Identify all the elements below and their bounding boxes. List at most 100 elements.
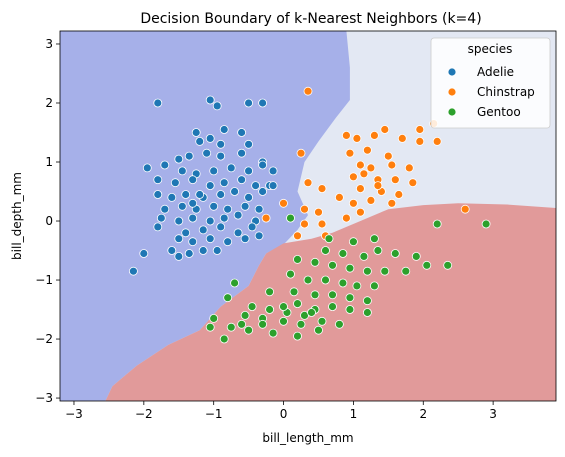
point-adelie xyxy=(254,204,264,214)
point-adelie xyxy=(184,151,194,161)
point-adelie xyxy=(237,128,247,137)
point-gentoo xyxy=(237,319,247,329)
point-chinstrap xyxy=(394,190,404,199)
point-gentoo xyxy=(380,266,390,276)
point-chinstrap xyxy=(415,125,425,134)
point-gentoo xyxy=(286,269,295,279)
point-gentoo xyxy=(373,246,383,255)
point-gentoo xyxy=(240,310,250,320)
point-chinstrap xyxy=(317,219,327,229)
point-adelie xyxy=(174,234,184,244)
legend-label-chinstrap: Chinstrap xyxy=(477,85,535,99)
point-gentoo xyxy=(293,299,302,309)
point-gentoo xyxy=(362,266,372,276)
point-adelie xyxy=(188,213,198,223)
point-adelie xyxy=(205,133,215,143)
point-adelie xyxy=(174,216,184,226)
point-gentoo xyxy=(293,331,302,341)
point-adelie xyxy=(198,225,208,235)
point-gentoo xyxy=(223,293,233,303)
point-adelie xyxy=(240,234,250,244)
point-adelie xyxy=(205,181,215,191)
x-axis-label: bill_length_mm xyxy=(262,431,353,445)
point-adelie xyxy=(188,237,198,247)
point-adelie xyxy=(153,222,163,232)
point-adelie xyxy=(167,192,177,202)
point-chinstrap xyxy=(279,198,288,208)
point-adelie xyxy=(156,213,166,223)
point-chinstrap xyxy=(334,192,344,202)
point-adelie xyxy=(195,136,205,146)
y-tick-label: 0 xyxy=(45,214,53,228)
legend-box xyxy=(430,37,551,129)
point-adelie xyxy=(216,139,226,149)
point-chinstrap xyxy=(355,160,365,170)
x-tick-label: 3 xyxy=(489,407,497,421)
point-gentoo xyxy=(321,275,330,285)
y-tick-label: 1 xyxy=(45,155,53,169)
point-adelie xyxy=(174,154,184,164)
point-chinstrap xyxy=(355,207,365,217)
point-gentoo xyxy=(286,213,295,223)
point-chinstrap xyxy=(460,204,470,214)
point-gentoo xyxy=(303,275,313,285)
point-adelie xyxy=(244,192,254,202)
point-gentoo xyxy=(205,322,215,332)
point-gentoo xyxy=(338,249,348,258)
x-tick-label: −2 xyxy=(135,407,153,421)
point-gentoo xyxy=(422,260,432,270)
legend-label-adelie: Adelie xyxy=(477,65,514,79)
point-chinstrap xyxy=(345,148,355,158)
point-chinstrap xyxy=(341,213,351,223)
y-tick-label: 3 xyxy=(45,37,53,51)
legend-title: species xyxy=(468,42,513,56)
legend: species Adelie Chinstrap Gentoo xyxy=(430,37,551,129)
point-gentoo xyxy=(258,319,268,329)
point-gentoo xyxy=(293,254,302,264)
point-gentoo xyxy=(328,290,337,300)
point-gentoo xyxy=(328,302,337,312)
point-gentoo xyxy=(296,319,306,329)
point-adelie xyxy=(209,201,219,211)
point-adelie xyxy=(177,201,187,211)
legend-marker-adelie xyxy=(447,67,457,77)
point-adelie xyxy=(188,175,198,185)
x-tick-label: −3 xyxy=(65,407,83,421)
point-adelie xyxy=(188,198,198,208)
point-adelie xyxy=(268,181,278,191)
point-gentoo xyxy=(247,302,257,312)
point-adelie xyxy=(233,228,243,238)
point-chinstrap xyxy=(348,198,358,208)
point-chinstrap xyxy=(355,184,365,194)
legend-label-gentoo: Gentoo xyxy=(477,105,521,119)
point-adelie xyxy=(160,204,170,214)
point-chinstrap xyxy=(415,136,425,146)
point-gentoo xyxy=(369,234,379,244)
point-gentoo xyxy=(443,260,453,270)
point-gentoo xyxy=(265,305,275,314)
point-chinstrap xyxy=(300,204,309,214)
point-chinstrap xyxy=(314,207,323,217)
point-adelie xyxy=(216,222,226,232)
point-chinstrap xyxy=(303,86,313,96)
point-chinstrap xyxy=(293,231,302,241)
region-gentoo xyxy=(105,203,556,401)
point-gentoo xyxy=(352,281,362,291)
x-tick-label: 0 xyxy=(280,407,288,421)
point-adelie xyxy=(258,98,268,108)
y-axis-label: bill_depth_mm xyxy=(10,172,24,260)
point-chinstrap xyxy=(341,130,351,140)
x-axis-ticks: −3 −2 −1 0 1 2 3 xyxy=(65,401,497,421)
point-chinstrap xyxy=(300,219,309,229)
point-chinstrap xyxy=(366,195,376,205)
point-chinstrap xyxy=(366,163,376,173)
point-chinstrap xyxy=(303,178,313,188)
point-gentoo xyxy=(401,266,411,276)
y-tick-label: −1 xyxy=(35,273,53,287)
point-chinstrap xyxy=(397,133,407,143)
point-adelie xyxy=(258,160,268,170)
point-gentoo xyxy=(345,293,355,303)
point-gentoo xyxy=(314,325,323,335)
point-adelie xyxy=(181,228,191,238)
point-chinstrap xyxy=(408,178,418,188)
